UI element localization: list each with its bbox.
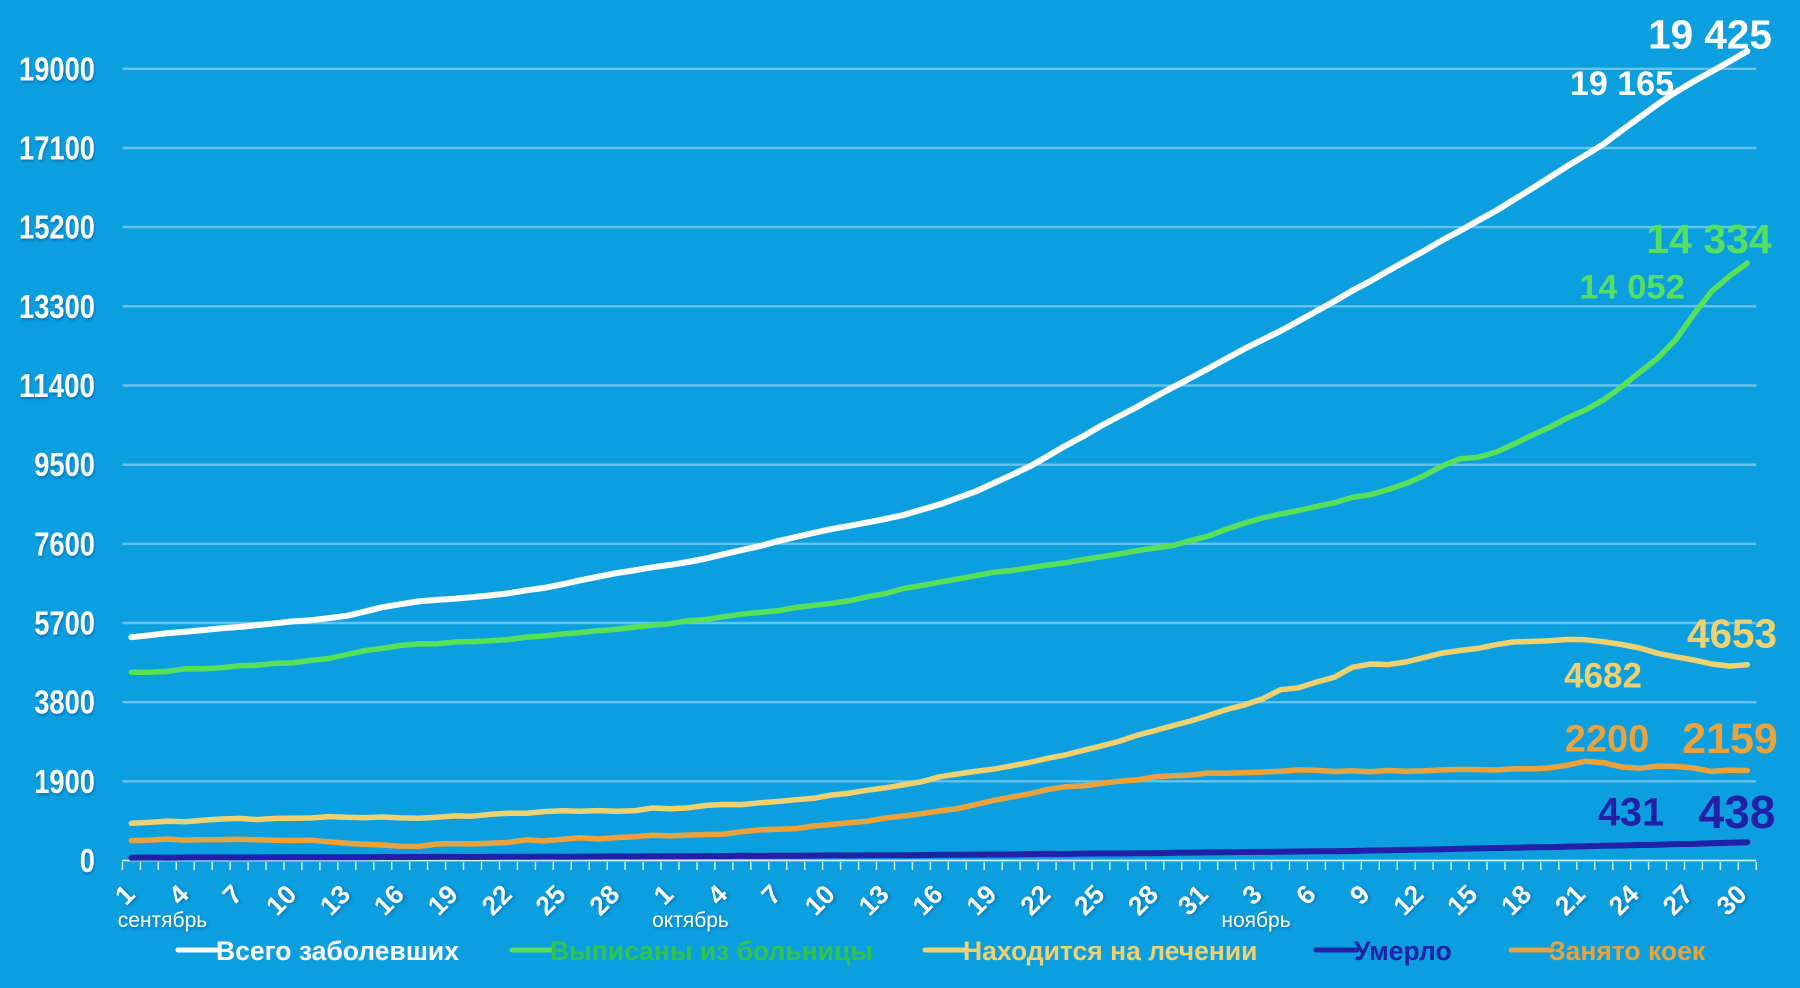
svg-text:19000: 19000 bbox=[19, 50, 95, 87]
svg-text:11400: 11400 bbox=[19, 367, 95, 404]
svg-text:19 165: 19 165 bbox=[1570, 65, 1674, 103]
svg-text:4653: 4653 bbox=[1687, 611, 1777, 657]
svg-text:431: 431 bbox=[1598, 791, 1664, 835]
svg-text:Занято коек: Занято коек bbox=[1549, 936, 1706, 966]
svg-text:октябрь: октябрь bbox=[652, 909, 729, 932]
svg-text:2200: 2200 bbox=[1565, 719, 1650, 761]
svg-text:Умерло: Умерло bbox=[1354, 936, 1452, 966]
svg-text:0: 0 bbox=[80, 842, 95, 879]
svg-text:Всего заболевших: Всего заболевших bbox=[216, 936, 459, 966]
svg-text:19 425: 19 425 bbox=[1648, 12, 1772, 58]
svg-text:4682: 4682 bbox=[1564, 657, 1642, 696]
svg-text:14 052: 14 052 bbox=[1579, 268, 1685, 306]
svg-text:сентябрь: сентябрь bbox=[118, 909, 207, 932]
svg-text:Находится на лечении: Находится на лечении bbox=[963, 936, 1257, 966]
svg-text:17100: 17100 bbox=[19, 130, 95, 167]
svg-text:Выписаны из больницы: Выписаны из больницы bbox=[550, 936, 873, 966]
svg-text:ноябрь: ноябрь bbox=[1221, 909, 1290, 932]
svg-text:14 334: 14 334 bbox=[1646, 216, 1772, 262]
svg-text:438: 438 bbox=[1699, 786, 1776, 838]
svg-text:2159: 2159 bbox=[1682, 715, 1778, 763]
svg-text:13300: 13300 bbox=[19, 288, 95, 325]
svg-text:9500: 9500 bbox=[34, 446, 95, 483]
svg-text:7600: 7600 bbox=[34, 525, 95, 562]
svg-text:1900: 1900 bbox=[34, 763, 95, 800]
svg-text:3800: 3800 bbox=[34, 684, 95, 721]
svg-text:15200: 15200 bbox=[19, 209, 95, 246]
svg-text:5700: 5700 bbox=[34, 605, 95, 642]
